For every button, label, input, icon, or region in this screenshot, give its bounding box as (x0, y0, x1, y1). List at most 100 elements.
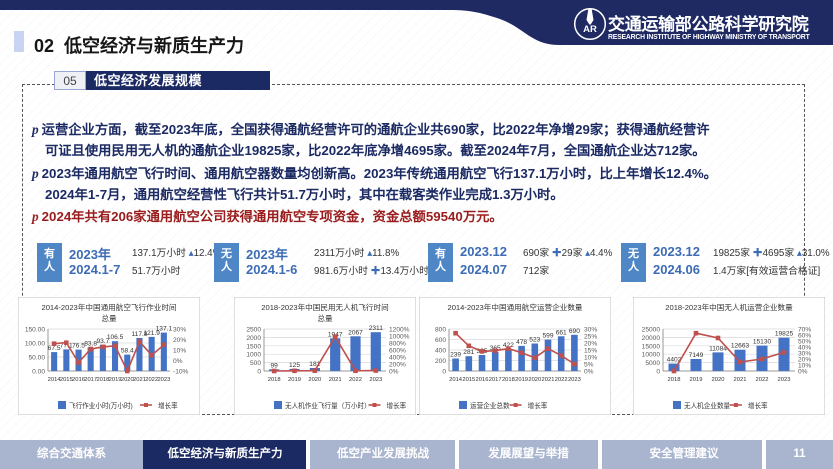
svg-text:106.5: 106.5 (107, 334, 124, 341)
svg-text:99: 99 (271, 362, 279, 369)
svg-text:AR: AR (583, 24, 597, 35)
svg-text:1200%: 1200% (389, 327, 410, 334)
svg-text:2022: 2022 (756, 377, 769, 383)
svg-text:40%: 40% (798, 345, 811, 352)
svg-text:58.4: 58.4 (121, 348, 134, 355)
svg-text:400%: 400% (389, 355, 406, 362)
svg-text:0.00: 0.00 (32, 369, 45, 376)
svg-text:2019: 2019 (515, 377, 528, 383)
svg-text:15000: 15000 (642, 343, 661, 350)
svg-text:2017: 2017 (84, 377, 97, 383)
svg-text:200%: 200% (389, 362, 406, 369)
svg-text:0: 0 (656, 369, 660, 376)
svg-text:2023: 2023 (568, 377, 581, 383)
svg-text:599: 599 (542, 333, 553, 340)
svg-text:1500: 1500 (246, 343, 261, 350)
svg-text:无人机企业数量: 无人机企业数量 (684, 401, 731, 410)
svg-text:67.5: 67.5 (48, 345, 61, 352)
svg-text:2023: 2023 (778, 377, 791, 383)
svg-text:-10%: -10% (173, 369, 189, 376)
svg-text:增长率: 增长率 (748, 401, 768, 410)
svg-text:2022: 2022 (145, 377, 158, 383)
svg-text:增长率: 增长率 (387, 401, 407, 410)
svg-text:20%: 20% (584, 341, 597, 348)
svg-text:76.5: 76.5 (72, 343, 85, 350)
svg-text:2020: 2020 (308, 377, 321, 383)
svg-text:478: 478 (516, 339, 527, 346)
svg-text:2021: 2021 (133, 377, 146, 383)
svg-text:2023: 2023 (157, 377, 170, 383)
svg-text:运营企业总数: 运营企业总数 (470, 401, 510, 410)
svg-text:2020: 2020 (528, 377, 541, 383)
svg-text:2019: 2019 (288, 377, 301, 383)
svg-text:25000: 25000 (642, 327, 661, 334)
svg-text:2014: 2014 (449, 377, 463, 383)
svg-text:2018-2023年中国民用无人机飞行时间: 2018-2023年中国民用无人机飞行时间 (261, 302, 388, 312)
svg-text:30%: 30% (798, 351, 811, 358)
svg-text:2000: 2000 (246, 335, 261, 342)
svg-text:0%: 0% (389, 369, 399, 376)
svg-text:50%: 50% (798, 339, 811, 346)
svg-text:2015: 2015 (60, 377, 73, 383)
svg-text:7149: 7149 (689, 352, 704, 359)
svg-text:总量: 总量 (101, 313, 117, 323)
svg-text:0%: 0% (173, 358, 183, 365)
svg-text:100.00: 100.00 (25, 341, 46, 348)
svg-text:10%: 10% (798, 363, 811, 370)
svg-text:20%: 20% (798, 357, 811, 364)
svg-text:150.00: 150.00 (25, 327, 46, 334)
svg-text:2022: 2022 (349, 377, 362, 383)
svg-text:2019: 2019 (690, 377, 703, 383)
svg-text:15130: 15130 (753, 339, 772, 346)
svg-text:总量: 总量 (317, 313, 333, 323)
svg-text:800%: 800% (389, 341, 406, 348)
svg-text:60%: 60% (798, 333, 811, 340)
svg-text:增长率: 增长率 (158, 401, 178, 410)
svg-text:10%: 10% (173, 348, 186, 355)
svg-text:0%: 0% (798, 369, 808, 376)
svg-text:11084: 11084 (709, 345, 727, 352)
svg-text:2019: 2019 (109, 377, 122, 383)
svg-text:523: 523 (529, 337, 540, 344)
svg-text:19825: 19825 (775, 331, 794, 338)
svg-text:400: 400 (435, 348, 446, 355)
svg-text:2018: 2018 (668, 377, 681, 383)
svg-text:5000: 5000 (645, 360, 660, 367)
svg-text:无人机作业飞行量（万小时）: 无人机作业飞行量（万小时） (285, 401, 371, 410)
svg-text:2020: 2020 (121, 377, 134, 383)
svg-text:10000: 10000 (642, 352, 661, 359)
svg-text:30%: 30% (584, 327, 597, 334)
svg-text:2067: 2067 (348, 329, 363, 336)
svg-text:2500: 2500 (246, 327, 261, 334)
svg-text:2021: 2021 (329, 377, 342, 383)
svg-text:2020: 2020 (712, 377, 725, 383)
svg-text:2018: 2018 (96, 377, 109, 383)
svg-text:70%: 70% (798, 327, 811, 334)
svg-text:0: 0 (442, 369, 446, 376)
svg-text:15%: 15% (584, 348, 597, 355)
svg-text:2018: 2018 (502, 377, 515, 383)
svg-text:600: 600 (435, 337, 446, 344)
svg-text:2022: 2022 (555, 377, 568, 383)
svg-text:137.1: 137.1 (156, 326, 173, 333)
svg-text:2014-2023年中国通用航空飞行作业时间: 2014-2023年中国通用航空飞行作业时间 (41, 302, 176, 312)
svg-text:20000: 20000 (642, 335, 661, 342)
svg-text:10%: 10% (584, 355, 597, 362)
svg-text:2016: 2016 (72, 377, 85, 383)
svg-text:500: 500 (250, 360, 261, 367)
svg-text:600%: 600% (389, 348, 406, 355)
svg-text:2014-2023年中国通用航空运营企业数量: 2014-2023年中国通用航空运营企业数量 (447, 302, 582, 312)
svg-text:200: 200 (435, 358, 446, 365)
svg-text:2021: 2021 (542, 377, 555, 383)
svg-text:1000: 1000 (246, 352, 261, 359)
svg-text:25%: 25% (584, 334, 597, 341)
svg-text:690: 690 (569, 328, 580, 335)
svg-text:800: 800 (435, 327, 446, 334)
svg-text:2016: 2016 (476, 377, 489, 383)
svg-text:2311: 2311 (369, 325, 384, 332)
svg-text:1000%: 1000% (389, 334, 410, 341)
svg-text:2023: 2023 (369, 377, 382, 383)
svg-text:5%: 5% (584, 362, 594, 369)
svg-text:281: 281 (463, 349, 474, 356)
svg-text:飞行作业小时(万小时): 飞行作业小时(万小时) (69, 401, 133, 410)
